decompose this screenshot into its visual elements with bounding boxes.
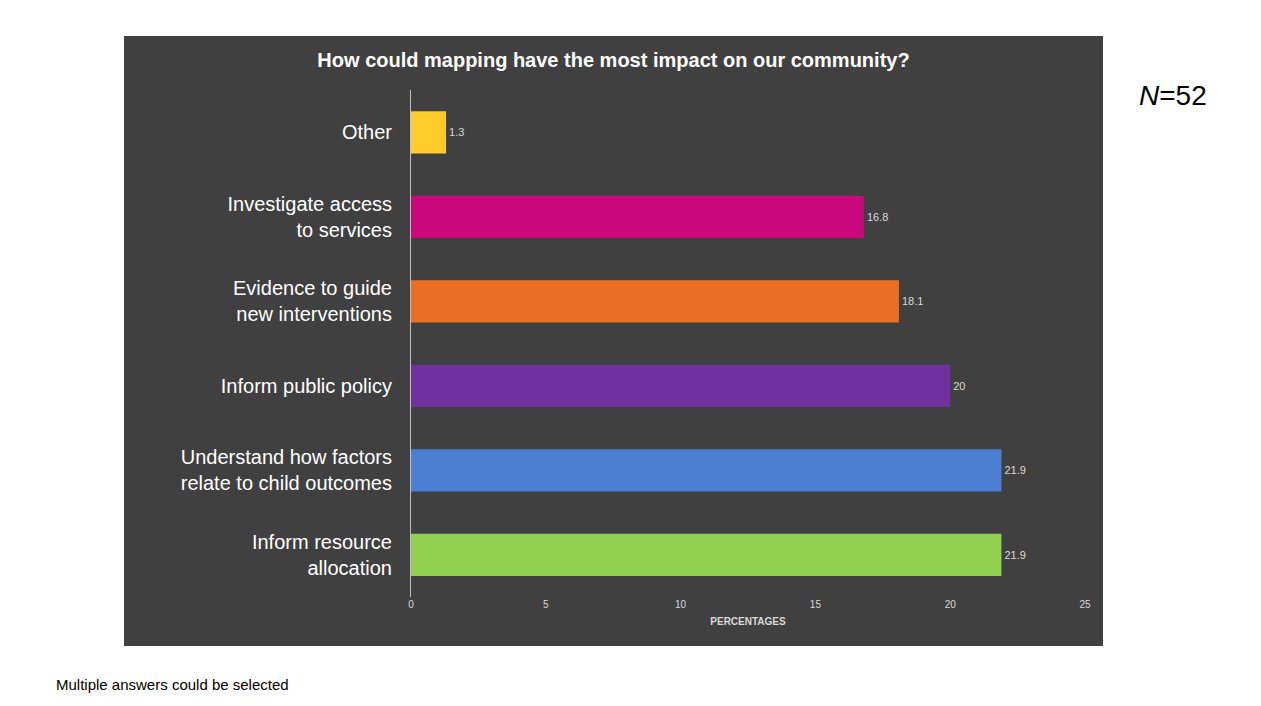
- html-text:N =52: N =52: [1139, 80, 1207, 111]
- svg-text:Inform public policy: Inform public policy: [221, 375, 392, 397]
- svg-text:16.8: 16.8: [867, 211, 888, 223]
- svg-text:21.9: 21.9: [1004, 549, 1025, 561]
- svg-text:21.9: 21.9: [1004, 464, 1025, 476]
- svg-text:20: 20: [945, 599, 957, 610]
- svg-text:Other: Other: [342, 121, 392, 143]
- html-text:Multiple answers could be sele: Multiple answers could be selected: [56, 676, 289, 693]
- svg-text:15: 15: [810, 599, 822, 610]
- svg-text:5: 5: [543, 599, 549, 610]
- svg-text:0: 0: [408, 599, 414, 610]
- svg-text:Inform resourceallocation: Inform resourceallocation: [252, 531, 392, 579]
- svg-text:Evidence to guidenew intervent: Evidence to guidenew interventions: [233, 277, 392, 325]
- svg-text:PERCENTAGES: PERCENTAGES: [710, 616, 786, 627]
- svg-text:18.1: 18.1: [902, 295, 923, 307]
- svg-text:Understand how factorsrelate t: Understand how factorsrelate to child ou…: [181, 446, 392, 494]
- svg-text:10: 10: [675, 599, 687, 610]
- svg-text:How could mapping have the mos: How could mapping have the most impact o…: [317, 49, 909, 71]
- svg-text:1.3: 1.3: [449, 126, 464, 138]
- svg-text:25: 25: [1079, 599, 1091, 610]
- svg-text:Investigate accessto services: Investigate accessto services: [227, 193, 392, 241]
- svg-text:20: 20: [953, 380, 965, 392]
